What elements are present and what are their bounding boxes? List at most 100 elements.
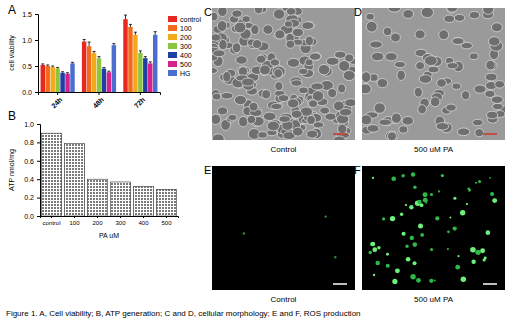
cell (318, 64, 329, 74)
legend-label: HG (180, 70, 191, 77)
error-line (72, 62, 73, 63)
cell (388, 132, 397, 140)
cell (385, 131, 398, 140)
legend-label: 500 (180, 61, 192, 68)
ros-spot (447, 230, 450, 233)
axis-title: PA uM (99, 232, 119, 239)
tick-label: 48h (91, 96, 104, 109)
cell (213, 50, 225, 57)
tick-mark (97, 216, 98, 218)
error-bar (46, 65, 49, 66)
axis-line (39, 93, 161, 96)
cell (287, 99, 298, 108)
ros-spot (409, 205, 413, 209)
tick-mark (99, 92, 100, 95)
cell (428, 66, 439, 73)
ros-spot (423, 198, 428, 203)
error-line (42, 64, 43, 65)
cell (486, 60, 495, 70)
ros-spot (471, 260, 475, 264)
error-line (67, 73, 68, 74)
error-cap (134, 32, 137, 33)
error-cap (139, 50, 142, 51)
ros-spot (372, 247, 377, 252)
x-axis: control100200300400500 (41, 216, 179, 226)
tick-label: control (42, 220, 60, 226)
cell (326, 57, 339, 65)
tick: 48h (91, 92, 104, 109)
cell (299, 87, 309, 94)
cell (383, 27, 392, 36)
cell (247, 115, 256, 124)
legend-label: 200 (180, 34, 192, 41)
cell (394, 61, 405, 67)
error-cap (129, 24, 132, 25)
ros-spot (449, 217, 451, 219)
error-cap (83, 39, 86, 40)
cell (469, 11, 480, 18)
tick: 400 (138, 216, 149, 226)
image-background (362, 8, 505, 140)
ros-spot (368, 251, 372, 255)
cell (370, 41, 383, 48)
cell (234, 22, 246, 33)
error-line (135, 32, 136, 35)
cell (223, 71, 231, 82)
legend-swatch (168, 16, 177, 22)
cell (242, 78, 255, 86)
tick-mark (35, 14, 38, 15)
error-bar (71, 62, 74, 63)
cell (309, 100, 318, 108)
axis-line (41, 217, 179, 219)
error-cap (154, 31, 157, 32)
tick-label: 24h (50, 96, 63, 109)
bar (133, 35, 137, 92)
tick: 1.0 (22, 37, 38, 44)
tick: 24h (50, 92, 63, 109)
tick-mark (35, 40, 38, 41)
cell (492, 103, 503, 109)
tick-label: 0.2 (24, 194, 34, 201)
ros-spot (475, 182, 477, 184)
error-line (130, 24, 131, 27)
cell (388, 8, 401, 12)
cell (286, 8, 296, 15)
bar (65, 74, 69, 92)
error-bar (139, 51, 142, 53)
ros-spot (395, 268, 400, 273)
cell (371, 52, 384, 61)
tick-label: 100 (69, 220, 80, 226)
error-line (145, 57, 146, 59)
ros-spot (334, 256, 336, 258)
ros-spot (410, 274, 415, 279)
tick-label: 0.4 (24, 176, 34, 183)
tick-mark (35, 92, 38, 93)
cell (284, 21, 292, 28)
legend: control100200300400500HG (168, 16, 201, 77)
cell (252, 40, 261, 49)
cell (275, 30, 285, 39)
cell (472, 119, 483, 125)
cell (379, 119, 392, 125)
error-bar (56, 68, 59, 69)
tick-label: 400 (138, 220, 149, 226)
cell (421, 8, 433, 18)
tick: 100 (69, 216, 80, 226)
tick-mark (51, 216, 52, 218)
axis-title: cell viability (8, 35, 16, 71)
ros-spot (438, 190, 440, 192)
cell (278, 95, 289, 102)
cell (239, 116, 248, 127)
error-line (103, 68, 104, 69)
tick: 0.4 (24, 176, 40, 183)
cell (454, 14, 464, 21)
cell (475, 129, 484, 137)
cell (251, 25, 259, 35)
ros-spot (434, 279, 436, 281)
tick-mark (74, 216, 75, 218)
ros-spot (455, 265, 460, 270)
tick: 200 (92, 216, 103, 226)
cell (228, 114, 237, 120)
cell (418, 105, 427, 114)
cell (263, 25, 273, 35)
